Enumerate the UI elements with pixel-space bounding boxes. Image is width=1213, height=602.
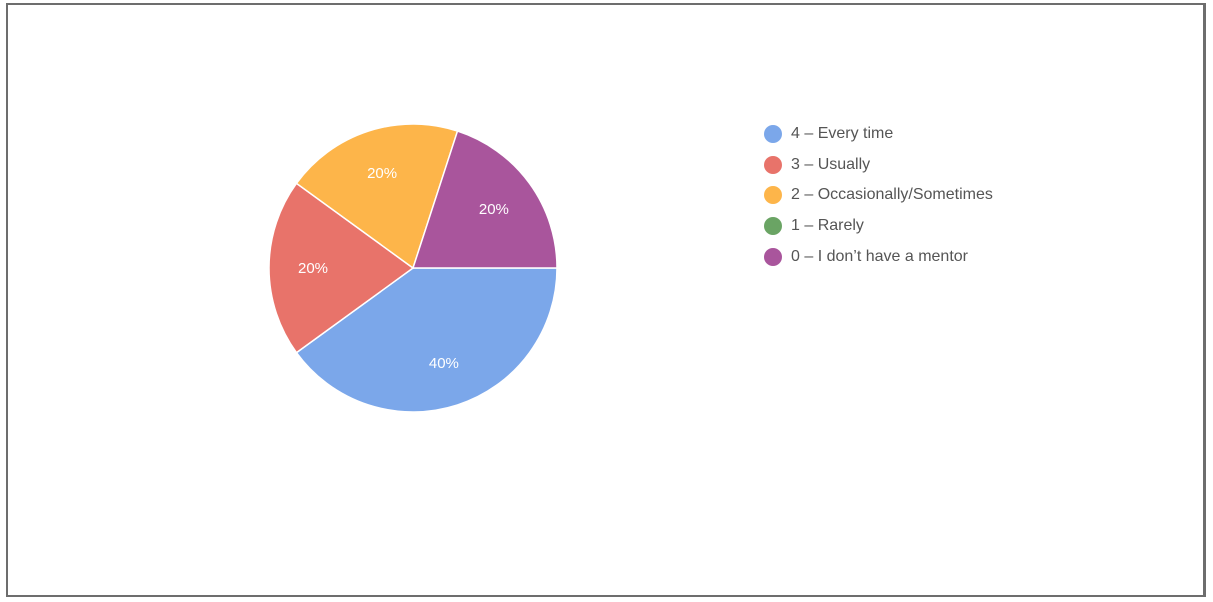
legend-marker-icon bbox=[764, 217, 782, 236]
slice-occasionally[interactable] bbox=[295, 123, 459, 270]
legend-marker-icon bbox=[764, 125, 782, 144]
legend-label: 3 – Usually bbox=[791, 155, 871, 173]
slice-value-label: 20% bbox=[367, 165, 397, 182]
slice-every-time[interactable] bbox=[295, 267, 558, 413]
pie-slice-labels: 40% 20% 20% 20% bbox=[298, 165, 509, 372]
legend-item-every-time[interactable]: 4 – Every time bbox=[764, 119, 993, 150]
legend-marker-icon bbox=[764, 186, 782, 205]
slice-value-label: 20% bbox=[479, 201, 509, 218]
pie-slices bbox=[268, 123, 558, 413]
legend-label: 4 – Every time bbox=[791, 125, 894, 143]
slice-no-mentor[interactable] bbox=[411, 130, 558, 269]
legend-marker-icon bbox=[764, 155, 782, 174]
legend-label: 2 – Occasionally/Sometimes bbox=[791, 186, 993, 204]
slice-usually[interactable] bbox=[268, 182, 415, 354]
legend-item-occasionally[interactable]: 2 – Occasionally/Sometimes bbox=[764, 180, 993, 211]
slice-value-label: 40% bbox=[429, 355, 459, 372]
slice-value-label: 20% bbox=[298, 260, 328, 277]
legend-label: 0 – I don’t have a mentor bbox=[791, 247, 968, 265]
legend-label: 1 – Rarely bbox=[791, 217, 864, 235]
legend-item-usually[interactable]: 3 – Usually bbox=[764, 150, 993, 181]
legend-item-rarely[interactable]: 1 – Rarely bbox=[764, 211, 993, 242]
legend-marker-icon bbox=[764, 247, 782, 266]
chart-legend: 4 – Every time 3 – Usually 2 – Occasiona… bbox=[764, 119, 993, 272]
legend-item-no-mentor[interactable]: 0 – I don’t have a mentor bbox=[764, 241, 993, 272]
chart-frame bbox=[6, 3, 1206, 597]
